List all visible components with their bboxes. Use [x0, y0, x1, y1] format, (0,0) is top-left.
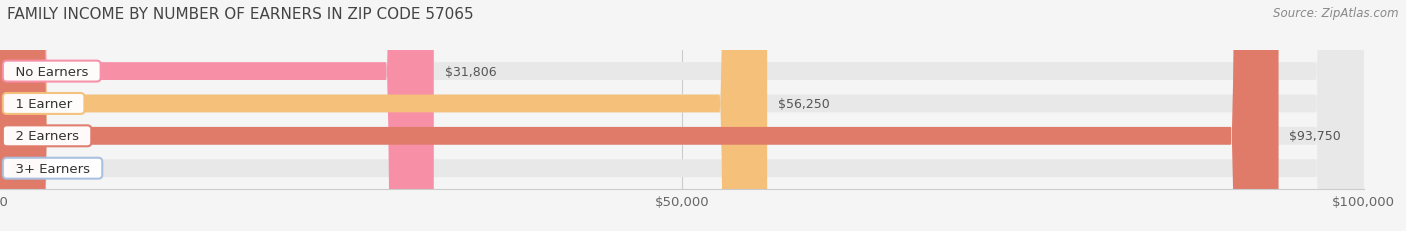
FancyBboxPatch shape [0, 0, 1364, 231]
Text: No Earners: No Earners [7, 65, 97, 78]
Text: 3+ Earners: 3+ Earners [7, 162, 98, 175]
Text: 1 Earner: 1 Earner [7, 97, 80, 110]
Text: Source: ZipAtlas.com: Source: ZipAtlas.com [1274, 7, 1399, 20]
FancyBboxPatch shape [0, 0, 1364, 231]
FancyBboxPatch shape [0, 0, 768, 231]
Text: $93,750: $93,750 [1289, 130, 1341, 143]
FancyBboxPatch shape [0, 0, 1278, 231]
FancyBboxPatch shape [0, 0, 434, 231]
Text: 2 Earners: 2 Earners [7, 130, 87, 143]
Text: $56,250: $56,250 [778, 97, 830, 110]
Text: $0: $0 [11, 162, 27, 175]
FancyBboxPatch shape [0, 0, 1364, 231]
Text: $31,806: $31,806 [444, 65, 496, 78]
FancyBboxPatch shape [0, 0, 1364, 231]
Text: FAMILY INCOME BY NUMBER OF EARNERS IN ZIP CODE 57065: FAMILY INCOME BY NUMBER OF EARNERS IN ZI… [7, 7, 474, 22]
